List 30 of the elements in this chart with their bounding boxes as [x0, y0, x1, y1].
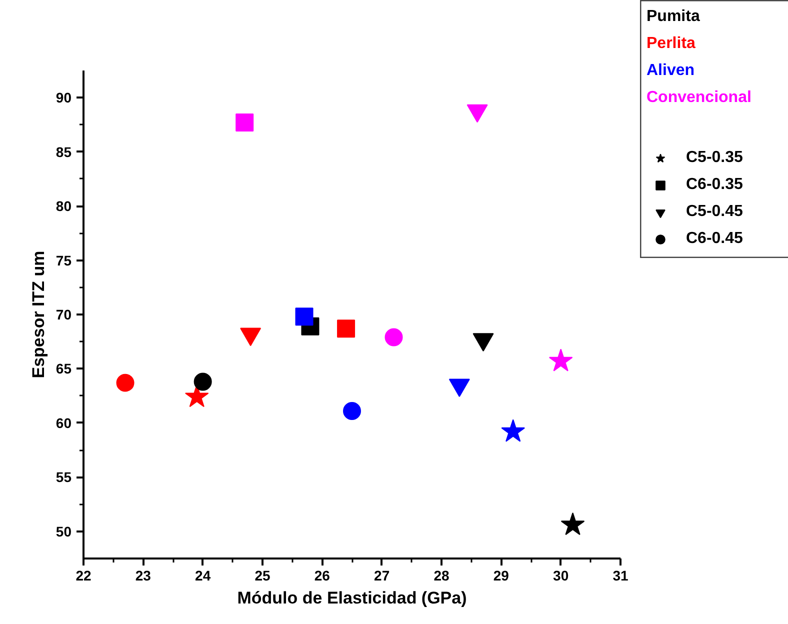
y-tick-label: 50: [56, 523, 72, 540]
x-tick-label: 27: [374, 568, 390, 584]
x-tick-label: 23: [135, 568, 152, 584]
x-tick-label: 26: [314, 568, 330, 584]
y-axis-title: Espesor ITZ um: [28, 250, 48, 378]
x-tick-label: 24: [195, 568, 211, 584]
legend-label: Aliven: [646, 62, 695, 79]
y-tick-label: 80: [56, 198, 72, 214]
y-tick-label: 65: [56, 360, 72, 377]
x-tick-label: 30: [553, 568, 569, 584]
legend-label: Convencional: [646, 89, 752, 106]
x-tick-label: 22: [76, 568, 92, 584]
x-tick-label: 31: [612, 568, 628, 584]
y-tick-label: 60: [56, 414, 72, 431]
y-tick-label: 75: [56, 252, 72, 268]
legend-label: Perlita: [646, 35, 696, 52]
legend-label: C6-0.45: [686, 229, 743, 249]
legend-label: C5-0.45: [686, 202, 743, 222]
x-axis-title: Módulo de Elasticidad (GPa): [237, 588, 467, 608]
legend-label: Pumita: [646, 8, 700, 25]
x-tick-label: 29: [493, 568, 510, 584]
point: [466, 104, 488, 123]
y-tick-label: 90: [56, 90, 72, 106]
x-tick-label: 25: [254, 568, 270, 584]
x-tick-label: 28: [434, 568, 450, 584]
legend-label: C5-0.35: [686, 148, 743, 168]
y-tick-label: 85: [56, 144, 72, 160]
legend-label: C6-0.35: [686, 175, 743, 195]
y-tick-label: 55: [56, 469, 72, 486]
y-tick-label: 70: [56, 306, 72, 322]
